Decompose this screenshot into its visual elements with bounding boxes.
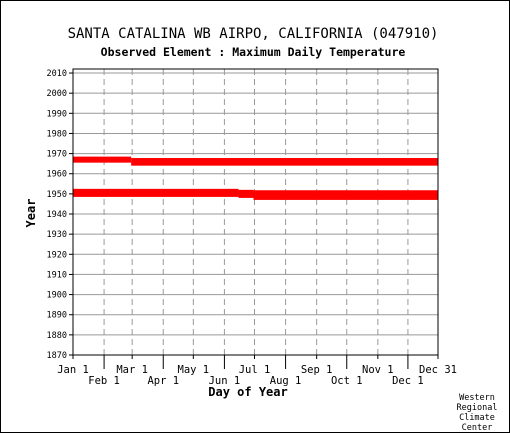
y-axis-label: Year bbox=[24, 199, 38, 228]
x-tick-label: Feb 1 bbox=[88, 375, 120, 387]
x-tick-label: Mar 1 bbox=[116, 364, 148, 376]
y-tick-label: 1870 bbox=[47, 351, 67, 361]
credit-line: Center bbox=[462, 423, 493, 433]
plot-border bbox=[72, 68, 439, 356]
x-axis-label: Day of Year bbox=[208, 385, 287, 399]
y-tick-label: 1960 bbox=[47, 170, 67, 180]
x-tick-label: Nov 1 bbox=[362, 364, 394, 376]
y-tick-label: 1990 bbox=[47, 109, 67, 119]
x-tick-label: Jan 1 bbox=[57, 364, 89, 376]
x-tick-label: Jun 1 bbox=[209, 375, 241, 387]
data-bar bbox=[253, 190, 438, 200]
x-tick-label: Oct 1 bbox=[331, 375, 363, 387]
x-tick-label: Apr 1 bbox=[147, 375, 179, 387]
y-tick-label: 1980 bbox=[47, 129, 67, 139]
credit-line: Regional bbox=[457, 403, 498, 413]
credit-line: Western bbox=[459, 393, 495, 403]
wrcc-credit: Western Regional Climate Center bbox=[457, 393, 498, 433]
y-tick-label: 1930 bbox=[47, 230, 67, 240]
data-bar bbox=[238, 189, 254, 198]
x-tick-label: Jul 1 bbox=[239, 364, 271, 376]
grid-lines bbox=[73, 69, 438, 356]
y-tick-label: 2000 bbox=[47, 89, 67, 99]
y-tick-label: 1920 bbox=[47, 250, 67, 260]
y-tick-label: 2010 bbox=[47, 69, 67, 79]
y-tick-label: 1910 bbox=[47, 270, 67, 280]
credit-line: Climate bbox=[459, 413, 495, 423]
y-tick-label: 1900 bbox=[47, 291, 67, 301]
chart-title: SANTA CATALINA WB AIRPO, CALIFORNIA (047… bbox=[68, 26, 439, 42]
y-tick-label: 1970 bbox=[47, 150, 67, 160]
y-tick-label: 1940 bbox=[47, 210, 67, 220]
y-tick-label: 1950 bbox=[47, 190, 67, 200]
y-tick-label: 1890 bbox=[47, 311, 67, 321]
y-tick-label: 1880 bbox=[47, 331, 67, 341]
data-bars bbox=[73, 156, 438, 200]
x-tick-label: Dec 1 bbox=[392, 375, 424, 387]
chart-subtitle: Observed Element : Maximum Daily Tempera… bbox=[101, 45, 406, 59]
data-bar bbox=[73, 156, 132, 163]
x-tick-label: May 1 bbox=[178, 364, 210, 376]
x-tick-label: Dec 31 bbox=[419, 364, 457, 376]
y-axis-ticks: 1870 1880 1890 1900 1910 1920 1930 1940 1950 1960… bbox=[47, 69, 73, 361]
x-tick-label: Sep 1 bbox=[301, 364, 333, 376]
x-tick-label: Aug 1 bbox=[270, 375, 302, 387]
data-bar bbox=[73, 188, 239, 197]
data-bar bbox=[131, 158, 438, 166]
